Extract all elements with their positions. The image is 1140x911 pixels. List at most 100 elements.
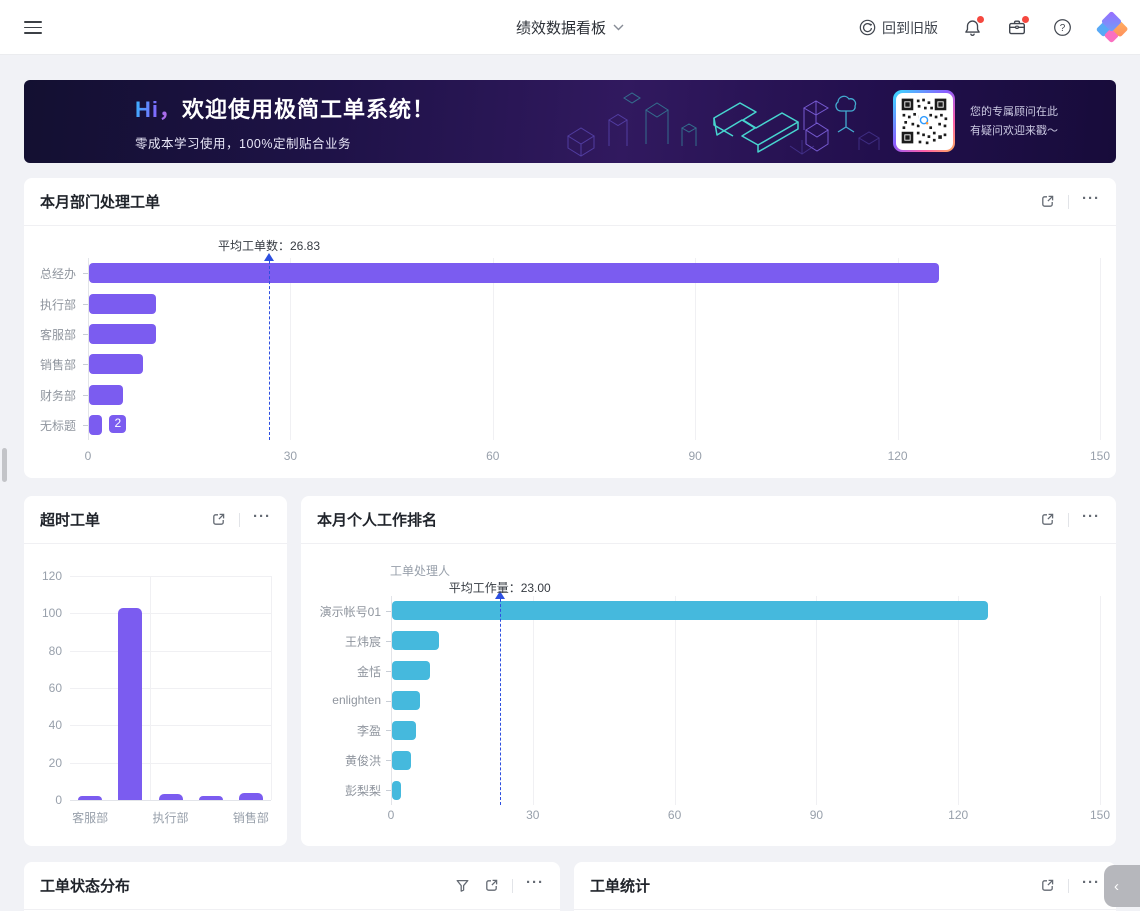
x-tick-label: 销售部 bbox=[232, 811, 269, 825]
expand-icon[interactable] bbox=[1039, 878, 1055, 894]
app-logo[interactable] bbox=[1095, 10, 1129, 43]
axis-tick bbox=[83, 333, 88, 335]
category-label: 演示帐号01 bbox=[319, 604, 381, 619]
chart-bar[interactable] bbox=[392, 661, 430, 681]
card-title: 工单统计 bbox=[590, 878, 651, 895]
grid-line bbox=[70, 576, 271, 577]
qr-code[interactable] bbox=[893, 90, 955, 152]
welcome-banner: Hi，欢迎使用极简工单系统！ 零成本学习使用，100%定制贴合业务 bbox=[24, 80, 1116, 163]
axis-tick bbox=[386, 610, 391, 612]
chart-bar[interactable] bbox=[392, 691, 421, 710]
chart-bar[interactable] bbox=[89, 354, 143, 375]
axis-tick bbox=[386, 640, 391, 642]
briefcase-icon bbox=[1009, 20, 1026, 35]
average-label: 平均工作量：23.00 bbox=[448, 581, 551, 595]
y-tick-label: 20 bbox=[48, 755, 62, 770]
help-button[interactable]: ? bbox=[1051, 17, 1073, 39]
banner-subtitle: 零成本学习使用，100%定制贴合业务 bbox=[135, 137, 351, 151]
y-tick-label: 80 bbox=[48, 643, 62, 658]
category-label: 财务部 bbox=[39, 388, 76, 403]
chart-bar[interactable] bbox=[392, 780, 402, 800]
card-header: 工单统计 ··· bbox=[574, 862, 1116, 910]
chart-bar[interactable] bbox=[392, 631, 440, 651]
chart-bar[interactable] bbox=[89, 323, 157, 344]
grid-line bbox=[674, 596, 676, 805]
card-title: 本月个人工作排名 bbox=[317, 512, 438, 529]
chart-bar[interactable] bbox=[238, 792, 263, 800]
dashboard-title-dropdown[interactable]: 绩效数据看板 bbox=[516, 0, 624, 55]
grid-line bbox=[391, 596, 392, 805]
grid-line bbox=[492, 258, 494, 440]
chart-bar[interactable] bbox=[392, 750, 411, 770]
chart-bar[interactable] bbox=[89, 293, 157, 314]
expand-icon[interactable] bbox=[1039, 194, 1055, 210]
more-options-button[interactable]: ··· bbox=[1082, 190, 1100, 207]
x-tick-label: 客服部 bbox=[72, 811, 109, 825]
grid-line bbox=[70, 613, 271, 615]
average-line-arrow bbox=[494, 591, 505, 599]
card-header: 工单状态分布 ··· bbox=[24, 862, 560, 910]
x-tick-label: 60 bbox=[667, 808, 682, 822]
divider bbox=[1068, 194, 1069, 209]
card-title: 本月部门处理工单 bbox=[40, 194, 161, 211]
chart-bar[interactable] bbox=[118, 607, 143, 800]
back-to-old-version-button[interactable]: 回到旧版 bbox=[859, 18, 938, 38]
grid-line bbox=[70, 800, 271, 801]
grid-line bbox=[70, 650, 271, 652]
y-axis-name: 工单处理人 bbox=[390, 564, 451, 578]
notifications-button[interactable] bbox=[961, 15, 984, 39]
overtime-orders-chart: 0 20 40 60 80 100 120 客服部 执行部 销售部 bbox=[24, 545, 287, 846]
more-options-button[interactable]: ··· bbox=[526, 874, 544, 891]
x-tick-label: 0 bbox=[84, 449, 92, 463]
more-options-button[interactable]: ··· bbox=[1082, 874, 1100, 891]
more-options-button[interactable]: ··· bbox=[1082, 508, 1100, 525]
expand-icon[interactable] bbox=[210, 512, 226, 528]
scrollbar-thumb[interactable] bbox=[2, 448, 7, 482]
grid-line bbox=[816, 596, 818, 805]
grid-line bbox=[958, 596, 960, 805]
grid-line bbox=[532, 596, 534, 805]
axis-tick bbox=[386, 760, 391, 762]
chart-bar[interactable] bbox=[392, 720, 416, 740]
card-actions: ··· bbox=[454, 875, 544, 896]
chart-bar[interactable] bbox=[158, 794, 183, 800]
chart-bar[interactable] bbox=[198, 796, 223, 800]
qr-caption: 您的专属顾问在此 有疑问欢迎来戳～ bbox=[970, 103, 1058, 141]
filter-icon[interactable] bbox=[454, 878, 470, 894]
chart-bar[interactable] bbox=[89, 263, 940, 284]
grid-line bbox=[897, 258, 899, 440]
grid-line bbox=[271, 576, 272, 800]
qr-code-inner bbox=[895, 92, 953, 150]
axis-tick bbox=[386, 670, 391, 672]
qr-pattern bbox=[901, 98, 948, 145]
x-tick-label: 120 bbox=[887, 449, 908, 463]
card-header: 本月个人工作排名 ··· bbox=[301, 496, 1116, 544]
header-actions: 回到旧版 bbox=[859, 0, 1129, 55]
grid-line bbox=[70, 688, 271, 689]
chart-bar[interactable] bbox=[89, 414, 103, 435]
chart-bar[interactable] bbox=[78, 796, 103, 800]
grid-line bbox=[70, 762, 271, 764]
expand-icon[interactable] bbox=[1039, 512, 1055, 528]
x-tick-label: 30 bbox=[526, 808, 540, 822]
more-options-button[interactable]: ··· bbox=[253, 508, 271, 525]
chart-bar[interactable] bbox=[89, 384, 123, 405]
inbox-button[interactable] bbox=[1006, 15, 1029, 39]
qr-caption-line1: 您的专属顾问在此 bbox=[970, 106, 1058, 118]
expand-icon[interactable] bbox=[483, 878, 499, 894]
y-tick-label: 40 bbox=[48, 718, 62, 733]
qr-caption-line2: 有疑问欢迎来戳～ bbox=[970, 125, 1058, 137]
collapse-panel-toggle[interactable]: ‹ bbox=[1104, 865, 1140, 907]
chart-bar[interactable] bbox=[392, 601, 988, 621]
axis-tick bbox=[83, 364, 88, 366]
banner-welcome: 欢迎使用极简工单系统！ bbox=[182, 97, 436, 122]
menu-icon[interactable] bbox=[24, 21, 42, 34]
category-label: 金恬 bbox=[356, 664, 381, 679]
category-label: 黄俊洪 bbox=[344, 754, 381, 769]
axis-tick bbox=[83, 394, 88, 396]
average-line bbox=[499, 599, 501, 805]
axis-tick bbox=[386, 730, 391, 732]
divider bbox=[1068, 878, 1069, 893]
grid-line bbox=[88, 258, 89, 440]
grid-line bbox=[70, 725, 271, 727]
